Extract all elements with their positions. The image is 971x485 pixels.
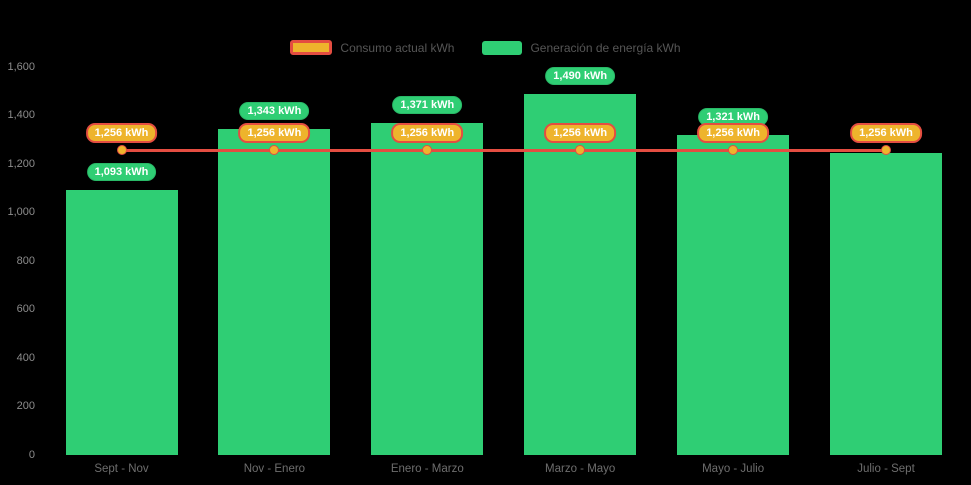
chart-legend: Consumo actual kWh Generación de energía… [0,40,971,55]
x-axis-category-label: Mayo - Julio [702,463,765,475]
x-axis-category-label: Enero - Marzo [390,463,464,475]
x-axis-category-label: Sept - Nov [94,463,149,475]
bar-value-label: 1,343 kWh [239,102,310,121]
line-value-label: 1,256 kWh [850,123,922,143]
line-value-label: 1,256 kWh [85,123,158,143]
consumo-point-marker [269,145,280,156]
bar-value-label: 1,371 kWh [392,95,463,114]
bar-value-label: 1,093 kWh [86,162,157,181]
legend-label-generacion: Generación de energía kWh [530,40,681,55]
line-value-label: 1,256 kWh [544,123,617,143]
y-axis-tick-label: 0 [28,448,35,461]
consumo-line [121,148,886,152]
x-axis-category-label: Nov - Enero [243,463,306,475]
legend-item-generacion-energia[interactable]: Generación de energía kWh [482,40,681,55]
y-axis-tick-label: 600 [16,303,35,315]
consumo-point-marker [575,145,586,156]
x-axis-category-label: Julio - Sept [857,463,915,475]
bar-generacion-energia [65,189,178,455]
y-axis-tick-label: 800 [16,254,35,267]
consumo-point-marker [881,145,891,156]
legend-label-consumo: Consumo actual kWh [340,40,455,55]
line-value-label: 1,256 kWh [697,123,769,143]
y-axis-tick-label: 1,200 [7,157,35,170]
line-value-label: 1,256 kWh [238,123,311,143]
line-value-label: 1,256 kWh [391,123,464,143]
y-axis-tick-label: 1,600 [7,60,35,73]
consumo-point-marker [728,145,739,156]
bar-series-swatch-icon [482,40,523,55]
bar-generacion-energia [677,134,790,455]
y-axis-tick-label: 1,000 [7,206,35,218]
consumo-point-marker [116,145,127,156]
y-axis-tick-label: 1,400 [7,109,35,121]
bar-value-label: 1,490 kWh [545,66,616,85]
bar-generacion-energia [830,153,942,455]
consumo-point-marker [422,145,433,156]
y-axis-tick-label: 200 [16,400,35,412]
legend-item-consumo-actual[interactable]: Consumo actual kWh [290,40,454,55]
bar-generacion-energia [371,122,484,455]
x-axis-category-label: Marzo - Mayo [545,463,616,475]
line-series-swatch-icon [290,40,333,55]
bar-generacion-energia [218,129,331,455]
y-axis-tick-label: 400 [16,351,35,364]
